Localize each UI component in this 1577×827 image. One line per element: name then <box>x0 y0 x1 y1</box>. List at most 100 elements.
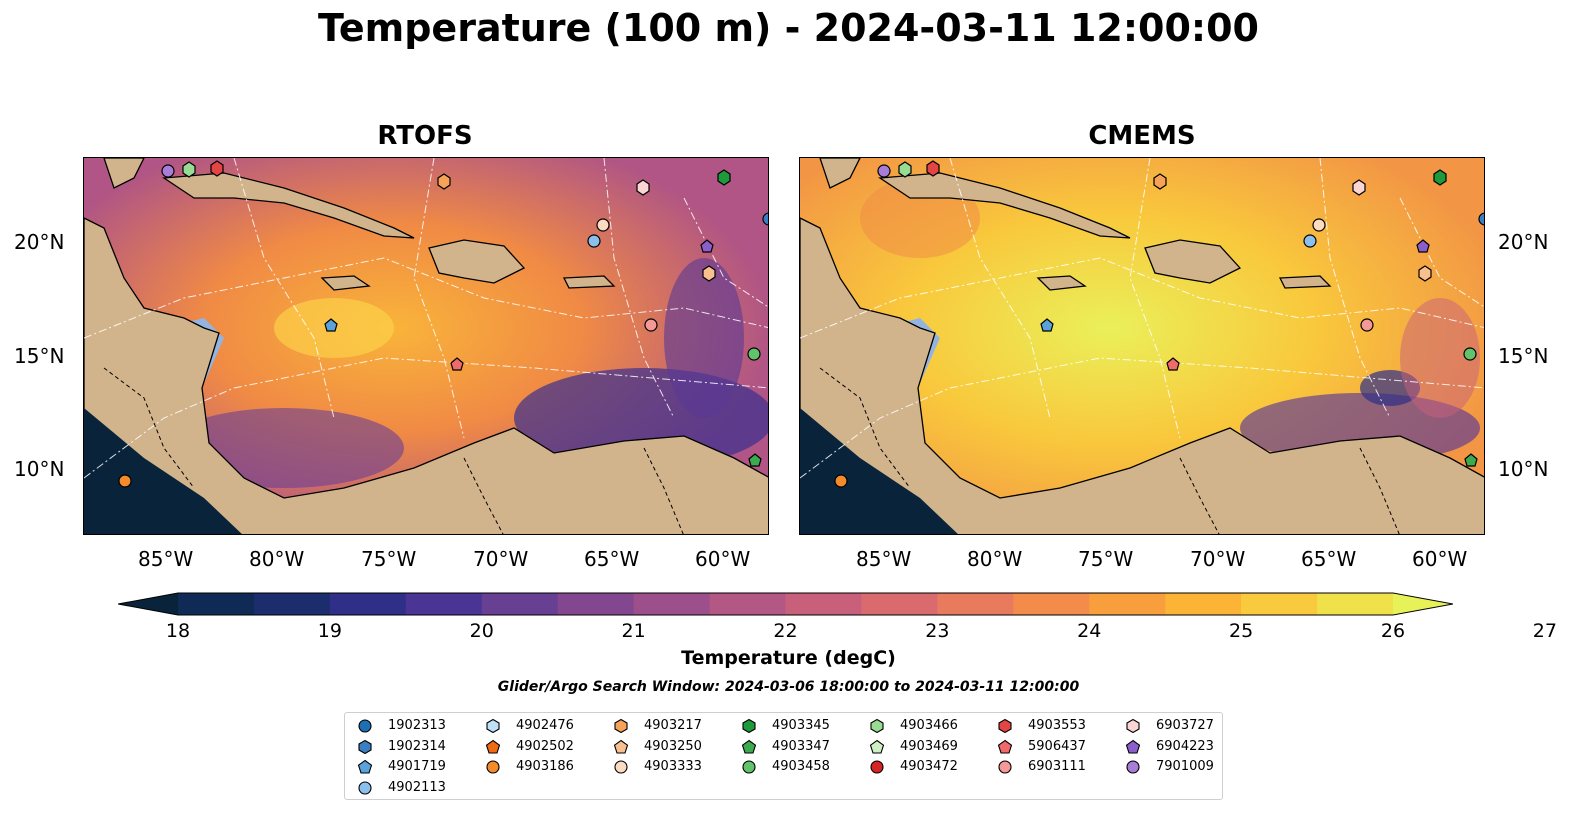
circle-marker-icon <box>742 760 756 774</box>
pentagon-marker-icon <box>1125 739 1141 754</box>
float-4903250-marker <box>702 265 716 282</box>
legend-entry-label: 1902314 <box>388 739 446 754</box>
pentagon-marker-icon <box>869 739 885 754</box>
hispaniola-landmass <box>428 239 526 284</box>
colorbar-segment <box>937 593 1014 615</box>
panel-title-rtofs: RTOFS <box>377 121 473 151</box>
legend-entry-label: 4902502 <box>516 739 574 754</box>
figure-title: Temperature (100 m) - 2024-03-11 12:00:0… <box>317 6 1259 50</box>
colorbar-svg <box>117 592 1454 616</box>
pentagon-marker-icon <box>613 739 629 754</box>
hexagon-marker-icon <box>742 718 756 734</box>
colorbar-segment <box>253 593 331 615</box>
float-4903345-marker <box>717 169 731 186</box>
lon-tick-label: 85°W <box>856 547 912 571</box>
legend-entry-label: 4903472 <box>900 759 958 774</box>
lon-tick-label: 70°W <box>1190 547 1246 571</box>
legend-entry-label: 4903186 <box>516 759 574 774</box>
legend-entry-label: 4903347 <box>772 739 830 754</box>
florida-landmass <box>103 158 145 189</box>
lon-tick-label: 75°W <box>361 547 417 571</box>
puerto-rico-landmass <box>1278 275 1332 289</box>
legend-entry-label: 4903458 <box>772 759 830 774</box>
land-central-south-america <box>800 217 1484 534</box>
legend-entry-label: 7901009 <box>1156 759 1214 774</box>
colorbar-segment <box>1317 593 1394 615</box>
hexagon-marker-icon <box>1126 718 1140 734</box>
lon-tick-label: 60°W <box>1412 547 1468 571</box>
colorbar-segment <box>1089 593 1166 615</box>
eez-boundaries <box>84 158 768 479</box>
map-rtofs-svg <box>84 158 768 534</box>
colorbar-tick-label: 19 <box>317 620 342 642</box>
float-4903217-marker <box>1153 173 1167 190</box>
puerto-rico-landmass <box>562 275 616 289</box>
colorbar-segment <box>178 593 255 615</box>
colorbar-tick-label: 24 <box>1077 620 1102 642</box>
legend-entry-label: 4902113 <box>388 780 446 795</box>
float-5906437-marker <box>450 357 464 371</box>
float-legend: 1902313 1902314 4901719 4902113 4902476 49025… <box>344 712 1223 800</box>
hexagon-marker-icon <box>358 739 372 755</box>
florida-landmass <box>819 158 861 189</box>
cuba-landmass <box>878 172 1131 239</box>
circle-marker-icon <box>486 760 500 774</box>
float-4903345-marker <box>1433 169 1447 186</box>
circle-marker-icon <box>358 719 372 733</box>
colorbar-segment <box>481 593 559 615</box>
float-4903333-marker <box>1312 218 1326 232</box>
jamaica-landmass <box>320 275 371 291</box>
colorbar-tick-label: 21 <box>621 620 646 642</box>
legend-entry-label: 6903111 <box>1028 759 1086 774</box>
pentagon-marker-icon <box>997 739 1013 754</box>
cuba-landmass <box>162 172 415 239</box>
float-6903727-marker <box>1352 179 1366 196</box>
colorbar-tick-label: 25 <box>1229 620 1254 642</box>
hispaniola-landmass <box>1144 239 1242 284</box>
cool-water-region <box>1400 298 1480 418</box>
legend-entry-label: 5906437 <box>1028 739 1086 754</box>
legend-entry-label: 4903345 <box>772 718 830 733</box>
float-markers <box>118 160 768 488</box>
colorbar-tick-label: 27 <box>1532 620 1557 642</box>
legend-entry-label: 4903553 <box>1028 718 1086 733</box>
colorbar-tick-label: 20 <box>469 620 494 642</box>
lat-tick-label: 10°N <box>1498 457 1549 481</box>
float-4902113-marker <box>1303 234 1317 248</box>
hexagon-marker-icon <box>614 718 628 734</box>
legend-entry-label: 1902313 <box>388 718 446 733</box>
float-4903333-marker <box>596 218 610 232</box>
lon-tick-label: 80°W <box>249 547 305 571</box>
search-window-text: Glider/Argo Search Window: 2024-03-06 18… <box>497 679 1080 695</box>
lon-tick-label: 70°W <box>473 547 529 571</box>
lon-tick-label: 65°W <box>1301 547 1357 571</box>
lat-tick-label: 10°N <box>14 457 65 481</box>
float-4903186-marker <box>118 474 132 488</box>
float-4903186-marker <box>834 474 848 488</box>
float-markers <box>834 160 1484 488</box>
float-4903347-marker <box>1464 453 1478 467</box>
float-6903111-marker <box>1360 318 1374 332</box>
pentagon-marker-icon <box>741 739 757 754</box>
float-4903458-marker <box>747 347 761 361</box>
float-4901719-marker <box>324 318 338 332</box>
float-4903466-marker <box>898 161 912 178</box>
float-4903466-marker <box>182 161 196 178</box>
country-borders <box>819 367 1400 534</box>
legend-entry-label: 4901719 <box>388 759 446 774</box>
pentagon-marker-icon <box>357 759 373 774</box>
colorbar-under-arrow <box>118 593 178 615</box>
map-panel-cmems <box>799 157 1485 535</box>
lat-tick-label: 15°N <box>14 344 65 368</box>
float-1902314-marker <box>1478 212 1484 226</box>
colorbar-segment <box>329 593 407 615</box>
colorbar-segment <box>1241 593 1318 615</box>
colorbar-tick-label: 22 <box>773 620 798 642</box>
legend-entry-label: 4903466 <box>900 718 958 733</box>
hexagon-marker-icon <box>486 718 500 734</box>
float-6903111-marker <box>644 318 658 332</box>
circle-marker-icon <box>870 760 884 774</box>
lon-tick-label: 75°W <box>1078 547 1134 571</box>
legend-entry-label: 4903333 <box>644 759 702 774</box>
map-cmems-svg <box>800 158 1484 534</box>
